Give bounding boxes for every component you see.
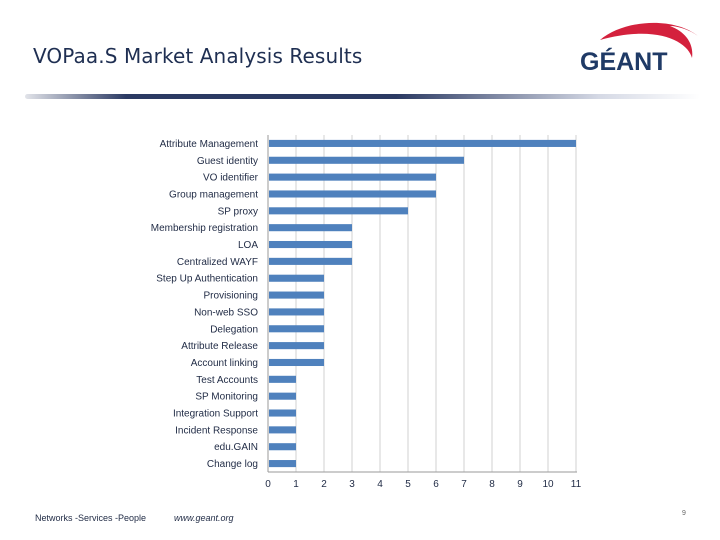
x-tick-label: 2 [321, 479, 327, 490]
bar [269, 224, 352, 232]
x-tick-label: 4 [377, 479, 383, 490]
bar [269, 392, 296, 400]
x-tick-label: 7 [461, 479, 467, 490]
x-tick-label: 9 [517, 479, 523, 490]
category-label: Centralized WAYF [177, 257, 258, 268]
logo-swoosh [600, 22, 698, 59]
bar [269, 207, 408, 215]
category-label: Incident Response [175, 425, 258, 436]
page-number: 9 [682, 510, 686, 517]
bar [269, 426, 296, 434]
bar [269, 291, 324, 299]
category-label: Account linking [191, 358, 258, 369]
bar [269, 342, 324, 350]
category-label: Step Up Authentication [156, 274, 258, 285]
bar [269, 156, 464, 164]
bar [269, 240, 352, 249]
bar [269, 409, 296, 417]
bar [269, 173, 436, 181]
bar [269, 308, 324, 316]
category-label: SP proxy [218, 206, 258, 217]
bar [269, 460, 296, 468]
bar [269, 274, 324, 282]
category-label: LOA [238, 240, 258, 251]
x-tick-label: 3 [349, 479, 355, 490]
x-tick-label: 5 [405, 479, 411, 490]
slide-title: VOPaa.S Market Analysis Results [33, 44, 363, 68]
bars [269, 139, 576, 468]
category-label: Delegation [210, 324, 258, 335]
category-label: VO identifier [203, 173, 259, 184]
category-label: Guest identity [197, 156, 258, 167]
category-label: Integration Support [173, 409, 258, 420]
bar [269, 358, 324, 367]
category-label: Attribute Management [160, 139, 259, 150]
bar [269, 190, 436, 198]
footer-url: www.geant.org [174, 513, 234, 523]
category-label: edu.GAIN [214, 442, 258, 453]
bar [269, 325, 324, 333]
category-label: Membership registration [151, 223, 258, 234]
bar [269, 443, 296, 451]
bar [269, 139, 576, 147]
tick-labels: 0 1 2 3 4 5 6 7 8 9 10 11 [265, 479, 581, 490]
x-tick-label: 0 [265, 479, 271, 490]
bar [269, 375, 296, 383]
bar [269, 257, 352, 265]
category-label: Non-web SSO [194, 307, 258, 318]
category-label: Test Accounts [196, 375, 258, 386]
x-tick-label: 1 [293, 479, 299, 490]
category-label: Change log [207, 459, 258, 470]
category-label: Provisioning [204, 291, 258, 302]
x-tick-label: 6 [433, 479, 439, 490]
x-tick-label: 11 [571, 479, 582, 490]
grid-lines [295, 135, 577, 472]
category-label: Attribute Release [181, 341, 258, 352]
title-divider [25, 94, 700, 99]
x-tick-label: 8 [489, 479, 495, 490]
category-label: Group management [169, 189, 258, 200]
x-tick-label: 10 [542, 479, 554, 490]
category-label: SP Monitoring [195, 392, 258, 403]
bar-chart: Attribute Management Guest identity VO ide… [151, 135, 582, 490]
geant-logo: GÉANT [580, 22, 698, 76]
footer-tagline: Networks -Services -People [35, 513, 147, 523]
category-labels: Attribute Management Guest identity VO ide… [151, 139, 259, 470]
logo-text: GÉANT [580, 47, 668, 76]
